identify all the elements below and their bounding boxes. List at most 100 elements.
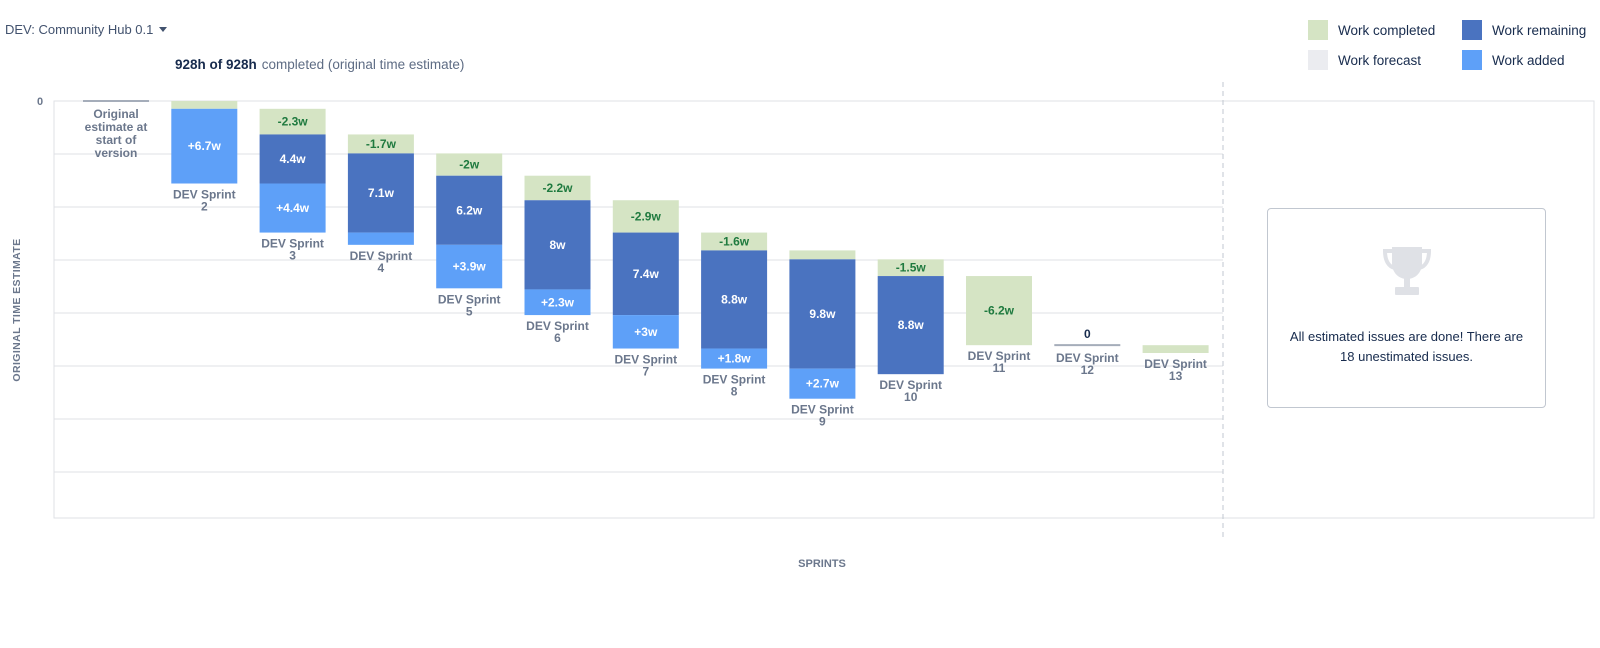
bar-completed bbox=[171, 101, 238, 109]
x-tick-label: DEV Sprint 2 bbox=[173, 188, 236, 214]
summary-text: completed (original time estimate) bbox=[261, 57, 465, 72]
x-tick-label: DEV Sprint 10 bbox=[879, 378, 942, 404]
bar-remaining bbox=[789, 259, 856, 369]
bar-added bbox=[612, 315, 679, 349]
x-tick-label: DEV Sprint 4 bbox=[350, 249, 413, 275]
bar-added bbox=[789, 368, 856, 399]
bar-group: +6.7w DEV Sprint 2 bbox=[171, 101, 238, 214]
bar-group: DEV Sprint 13 bbox=[1142, 345, 1209, 383]
bar-label-added: +1.8w bbox=[718, 352, 752, 366]
bar-group: 0 DEV Sprint 12 bbox=[1054, 327, 1121, 377]
bar-remaining bbox=[259, 134, 326, 184]
bar-completed bbox=[524, 175, 591, 201]
bar-label-completed: -2.3w bbox=[278, 115, 309, 129]
legend-swatch-added bbox=[1462, 50, 1482, 70]
bar-completed bbox=[612, 200, 679, 233]
completion-summary: 928h of 928h completed (original time est… bbox=[175, 57, 464, 72]
bar-label-remaining: 7.1w bbox=[368, 186, 395, 200]
bar-label-remaining: 8.8w bbox=[898, 318, 925, 332]
bar-added bbox=[701, 348, 768, 369]
bar-remaining bbox=[877, 276, 944, 375]
legend-label-forecast: Work forecast bbox=[1338, 52, 1422, 68]
bar-added bbox=[259, 183, 326, 233]
legend-completed: Work completed bbox=[1308, 20, 1435, 40]
bar-label-completed: -1.7w bbox=[366, 137, 397, 151]
legend-swatch-completed bbox=[1308, 20, 1328, 40]
legend-swatch-forecast bbox=[1308, 50, 1328, 70]
bar-added bbox=[436, 244, 503, 289]
bar-label-total: 0 bbox=[1084, 327, 1091, 341]
bar-completed bbox=[436, 153, 503, 176]
legend-swatch-remaining bbox=[1462, 20, 1482, 40]
bar-completed bbox=[877, 259, 944, 277]
y-tick-label: 0 bbox=[37, 96, 44, 108]
bar-completed bbox=[701, 232, 768, 251]
bar-completed bbox=[1142, 345, 1209, 353]
bar-completed bbox=[259, 108, 326, 135]
x-tick-label: DEV Sprint 8 bbox=[703, 373, 766, 399]
bar-group: -2.9w 7.4w +3w DEV Sprint 7 bbox=[612, 200, 679, 379]
bar-label-completed: -6.2w bbox=[984, 304, 1015, 318]
bar-label-added: +2.7w bbox=[806, 377, 840, 391]
bar-label-added: +6.7w bbox=[188, 139, 222, 153]
bar-label-completed: -2.2w bbox=[542, 181, 573, 195]
bar-completed bbox=[966, 276, 1032, 346]
x-tick-label: DEV Sprint 3 bbox=[261, 237, 324, 263]
bar-remaining bbox=[524, 200, 591, 290]
bar-added bbox=[171, 108, 238, 184]
bar-remaining bbox=[436, 175, 503, 245]
bar-remaining bbox=[347, 153, 414, 233]
legend-label-remaining: Work remaining bbox=[1492, 22, 1587, 38]
version-label: DEV: Community Hub 0.1 bbox=[5, 22, 154, 37]
bar-group: -2.3w 4.4w +4.4w DEV Sprint 3 bbox=[259, 108, 326, 263]
bar-completed bbox=[789, 250, 856, 260]
x-tick-label: DEV Sprint 7 bbox=[614, 353, 677, 379]
bar-label-completed: -2w bbox=[459, 158, 480, 172]
version-dropdown[interactable]: DEV: Community Hub 0.1 bbox=[5, 22, 168, 37]
bar-label-added: +3w bbox=[634, 325, 658, 339]
bar-label-remaining: 7.4w bbox=[633, 267, 660, 281]
bar-label-completed: -2.9w bbox=[631, 209, 662, 223]
legend-label-added: Work added bbox=[1492, 52, 1565, 68]
bar-label-added: +2.3w bbox=[541, 295, 575, 309]
x-tick-label: DEV Sprint 13 bbox=[1144, 357, 1207, 383]
bar-label-completed: -1.5w bbox=[896, 261, 927, 275]
bar-added bbox=[347, 232, 414, 245]
bar-remaining bbox=[701, 250, 768, 349]
bar-label-completed: -1.6w bbox=[719, 234, 750, 248]
bar-group: -1.5w 8.8w DEV Sprint 10 bbox=[877, 259, 944, 404]
x-tick-label: DEV Sprint 9 bbox=[791, 403, 854, 429]
bar-group: -6.2w DEV Sprint 11 bbox=[966, 276, 1032, 375]
bar-label-remaining: 6.2w bbox=[456, 203, 483, 217]
all-done-message: All estimated issues are done! There are… bbox=[1289, 329, 1524, 364]
bar-label-remaining: 4.4w bbox=[280, 152, 307, 166]
bar-label-remaining: 8w bbox=[549, 238, 566, 252]
bar-group: -1.6w 8.8w +1.8w DEV Sprint 8 bbox=[701, 232, 768, 399]
bar-added bbox=[524, 289, 591, 316]
x-tick-label: DEV Sprint 6 bbox=[526, 319, 589, 345]
legend-added: Work added bbox=[1462, 50, 1565, 70]
summary-hours: 928h of 928h bbox=[175, 57, 257, 72]
x-tick-label: DEV Sprint 11 bbox=[968, 349, 1031, 375]
bar-group: -2w 6.2w +3.9w DEV Sprint 5 bbox=[436, 153, 503, 318]
legend-remaining: Work remaining bbox=[1462, 20, 1586, 40]
plot-frame bbox=[53, 100, 1595, 519]
x-tick-label: Original estimate at start of version bbox=[85, 107, 148, 160]
legend-label-completed: Work completed bbox=[1338, 22, 1436, 38]
x-axis-title: SPRINTS bbox=[798, 558, 846, 570]
trophy-icon bbox=[1382, 247, 1432, 295]
legend-forecast: Work forecast bbox=[1308, 50, 1421, 70]
bar-label-remaining: 9.8w bbox=[809, 307, 836, 321]
bar-label-added: +4.4w bbox=[276, 201, 310, 215]
x-tick-label: DEV Sprint 12 bbox=[1056, 351, 1119, 377]
chart-legend: Work completed Work remaining Work forec… bbox=[1308, 20, 1598, 80]
all-done-card: All estimated issues are done! There are… bbox=[1267, 208, 1546, 408]
bar-remaining bbox=[612, 232, 679, 316]
bar-group: -1.7w 7.1w DEV Sprint 4 bbox=[347, 134, 414, 275]
bar-label-added: +3.9w bbox=[453, 260, 487, 274]
bar-completed bbox=[347, 134, 414, 154]
x-tick-label: DEV Sprint 5 bbox=[438, 292, 501, 318]
bar-label-remaining: 8.8w bbox=[721, 292, 748, 306]
bar-group: 9.8w +2.7w DEV Sprint 9 bbox=[789, 250, 856, 429]
